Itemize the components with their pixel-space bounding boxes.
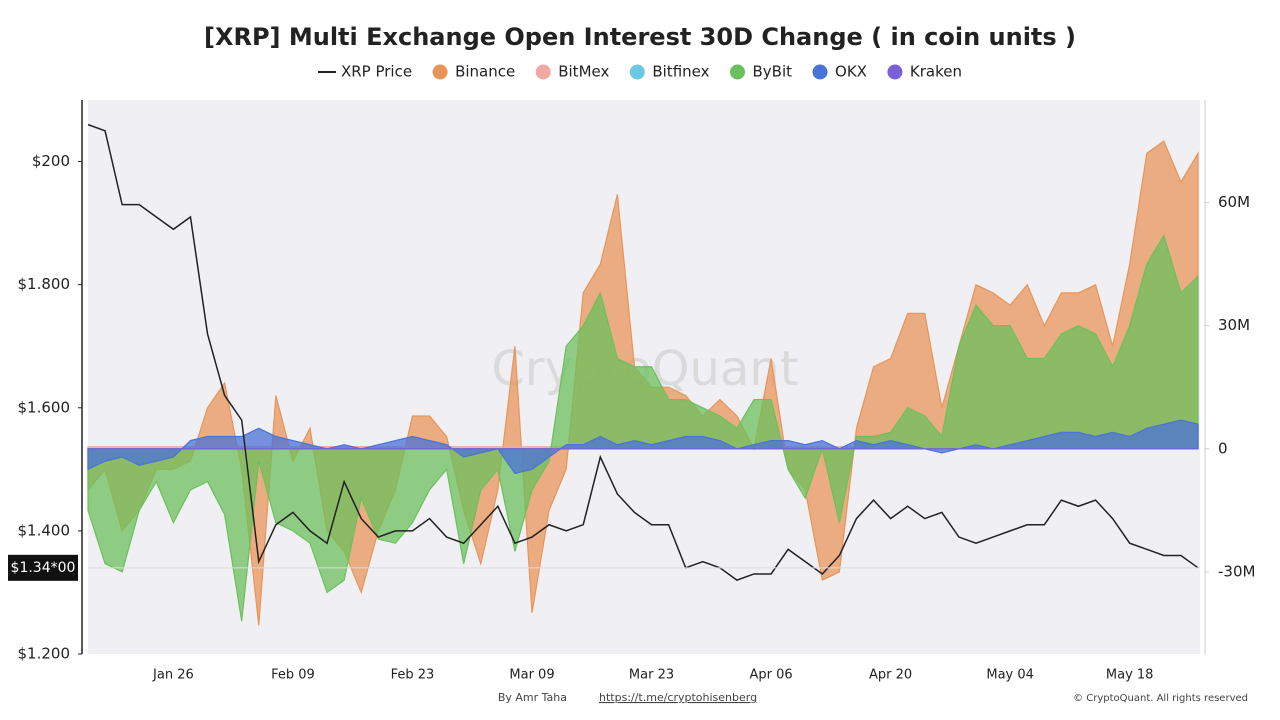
y2-tick-label: 60M (1218, 193, 1250, 211)
x-tick-label: Jan 26 (152, 668, 194, 683)
legend-label: OKX (835, 63, 867, 81)
area-bybit (87, 233, 1199, 622)
x-tick-label: Mar 09 (509, 668, 554, 683)
price-tag: $1.34*00 (11, 560, 76, 576)
legend-label: ByBit (752, 63, 792, 81)
legend-item: Bitfinex (629, 63, 710, 81)
y-tick-label: $1.400 (18, 521, 71, 539)
x-tick-label: Feb 23 (391, 668, 435, 683)
copyright: © CryptoQuant. All rights reserved (1073, 693, 1248, 704)
legend-label: Bitfinex (652, 63, 709, 81)
area-okx (87, 419, 1199, 475)
legend-dot (887, 64, 903, 80)
chart-title: [XRP] Multi Exchange Open Interest 30D C… (204, 23, 1076, 51)
y2-tick-label: -30M (1218, 562, 1255, 580)
legend-item: OKX (812, 63, 867, 81)
legend-dot (629, 64, 645, 80)
x-tick-label: May 04 (986, 668, 1034, 683)
legend-label: Binance (455, 63, 515, 81)
legend-label: XRP Price (341, 63, 412, 81)
credit: By Amr Taha (498, 691, 567, 704)
x-tick-label: Apr 20 (869, 668, 912, 683)
y2-tick-label: 30M (1218, 316, 1250, 334)
legend-item: ByBit (729, 63, 792, 81)
legend-item: XRP Price (317, 63, 412, 81)
price-line (87, 123, 1199, 581)
x-tick-label: May 18 (1106, 668, 1154, 683)
credit-link[interactable]: https://t.me/cryptohisenberg (599, 691, 757, 704)
x-tick-label: Feb 09 (271, 668, 315, 683)
legend-dot (432, 64, 448, 80)
x-tick-label: Apr 06 (749, 668, 792, 683)
legend-item: Binance (432, 63, 515, 81)
legend-item: BitMex (535, 63, 609, 81)
legend-item: Kraken (887, 63, 962, 81)
y-tick-label: $200 (32, 152, 70, 170)
legend: XRP Price Binance BitMex Bitfinex ByBit OKX Kr… (317, 63, 962, 81)
legend-dot (729, 64, 745, 80)
plot-area (87, 123, 1199, 626)
legend-label: BitMex (558, 63, 609, 81)
y2-tick-label: 0 (1218, 439, 1228, 457)
x-tick-label: Mar 23 (629, 668, 674, 683)
y-tick-label: $1.600 (18, 398, 71, 416)
price-tag-bg (8, 554, 78, 581)
y-tick-label: $1.800 (18, 275, 71, 293)
legend-dot (535, 64, 551, 80)
y-tick-label: $1.200 (18, 645, 71, 663)
legend-dot (812, 64, 828, 80)
legend-label: Kraken (910, 63, 962, 81)
